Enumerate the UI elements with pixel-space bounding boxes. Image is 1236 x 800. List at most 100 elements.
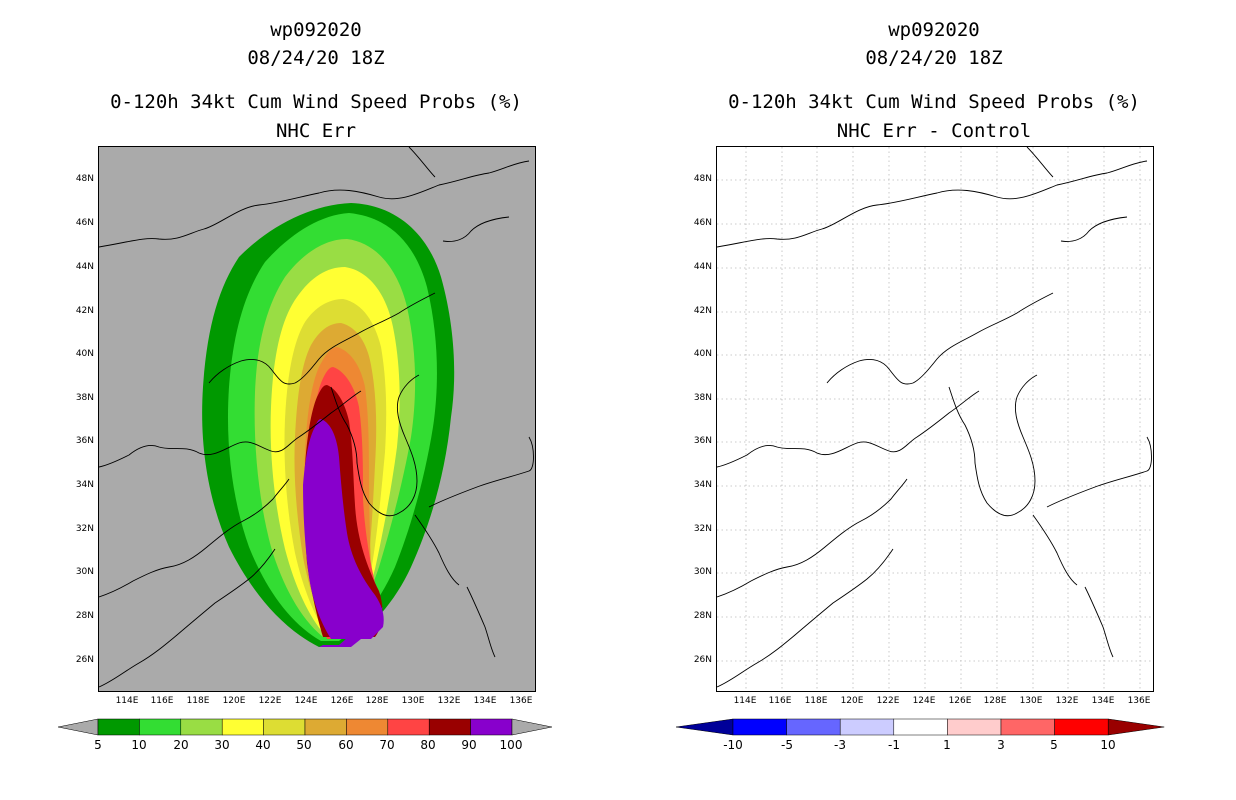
lon-label: 118E [804, 696, 828, 706]
lon-label: 122E [876, 696, 900, 706]
left-title-date: 08/24/20 18Z [247, 47, 385, 69]
lat-label: 30N [693, 567, 712, 577]
contour-100 [319, 607, 383, 647]
right-title-product: 0-120h 34kt Cum Wind Speed Probs (%) [728, 91, 1140, 113]
left-title-product: 0-120h 34kt Cum Wind Speed Probs (%) [110, 91, 522, 113]
left-colorbar-box [97, 718, 140, 736]
lat-label: 36N [75, 436, 94, 446]
lat-label: 42N [75, 306, 94, 316]
lat-label: 32N [75, 524, 94, 534]
cb-label: 3 [997, 738, 1005, 752]
right-map-svg [717, 147, 1153, 691]
cb-label: 30 [214, 738, 230, 752]
cb-label: 100 [499, 738, 523, 752]
left-map-svg [99, 147, 534, 688]
left-colorbar-box [304, 718, 347, 736]
lon-label: 120E [840, 696, 864, 706]
right-colorbar-under [675, 718, 734, 736]
lat-label: 42N [693, 306, 712, 316]
lat-label: 46N [75, 218, 94, 228]
lon-label: 128E [983, 696, 1007, 706]
left-colorbar-box [263, 718, 306, 736]
left-map-panel [98, 146, 536, 692]
left-colorbar-box [139, 718, 182, 736]
right-colorbar-boxes [675, 718, 1165, 736]
lon-label: 116E [768, 696, 792, 706]
lat-label: 44N [693, 262, 712, 272]
lat-label: 26N [693, 655, 712, 665]
cb-label: -5 [781, 738, 793, 752]
lon-label: 134E [1091, 696, 1115, 706]
right-colorbar-box [1000, 718, 1055, 736]
lat-label: 26N [75, 655, 94, 665]
lon-label: 124E [294, 696, 318, 706]
lat-label: 34N [75, 480, 94, 490]
left-colorbar-over [511, 718, 553, 736]
left-colorbar-boxes [97, 718, 513, 736]
lon-label: 130E [1019, 696, 1043, 706]
lat-label: 28N [693, 611, 712, 621]
gridlines [717, 147, 1153, 691]
cb-label: 70 [379, 738, 395, 752]
right-title-variant: NHC Err - Control [836, 120, 1032, 142]
left-colorbar-box [221, 718, 264, 736]
left-title-variant: NHC Err [275, 120, 357, 142]
lon-label: 124E [912, 696, 936, 706]
lon-label: 122E [258, 696, 282, 706]
lon-label: 126E [948, 696, 972, 706]
cb-label: 1 [943, 738, 951, 752]
right-colorbar-box [732, 718, 787, 736]
contour-90 [303, 419, 384, 639]
lat-label: 40N [693, 349, 712, 359]
left-colorbar-under [57, 718, 99, 736]
lon-label: 126E [330, 696, 354, 706]
cb-label: 80 [420, 738, 436, 752]
left-colorbar-box [346, 718, 389, 736]
lon-label: 114E [733, 696, 757, 706]
cb-label: 20 [173, 738, 189, 752]
cb-label: 5 [94, 738, 102, 752]
left-colorbar-box [428, 718, 471, 736]
lon-label: 130E [401, 696, 425, 706]
right-colorbar-box [1054, 718, 1109, 736]
right-colorbar-box [893, 718, 948, 736]
left-colorbar-box [180, 718, 223, 736]
left-colorbar-box [470, 718, 513, 736]
lat-label: 32N [693, 524, 712, 534]
cb-label: -3 [834, 738, 846, 752]
lon-label: 132E [1055, 696, 1079, 706]
lon-label: 120E [222, 696, 246, 706]
lat-label: 44N [75, 262, 94, 272]
lat-label: 48N [75, 174, 94, 184]
lat-label: 38N [75, 393, 94, 403]
lat-label: 46N [693, 218, 712, 228]
lat-label: 34N [693, 480, 712, 490]
lon-label: 114E [115, 696, 139, 706]
cb-label: 60 [338, 738, 354, 752]
cb-label: 90 [461, 738, 477, 752]
lon-label: 116E [150, 696, 174, 706]
lat-label: 30N [75, 567, 94, 577]
lat-label: 36N [693, 436, 712, 446]
lon-label: 128E [365, 696, 389, 706]
right-colorbar-box [947, 718, 1002, 736]
coastlines [717, 147, 1152, 688]
cb-label: 40 [255, 738, 271, 752]
lat-label: 28N [75, 611, 94, 621]
right-map-panel [716, 146, 1154, 692]
cb-label: -1 [888, 738, 900, 752]
cb-label: 10 [1100, 738, 1116, 752]
left-title-storm: wp092020 [270, 19, 362, 41]
lon-label: 118E [186, 696, 210, 706]
cb-label: -10 [723, 738, 743, 752]
right-colorbar-box [786, 718, 841, 736]
lat-label: 38N [693, 393, 712, 403]
cb-label: 10 [131, 738, 147, 752]
lon-label: 132E [437, 696, 461, 706]
lat-label: 40N [75, 349, 94, 359]
right-colorbar-over [1107, 718, 1165, 736]
lon-label: 134E [473, 696, 497, 706]
cb-label: 5 [1050, 738, 1058, 752]
coastlines [99, 147, 534, 688]
lon-label: 136E [509, 696, 533, 706]
